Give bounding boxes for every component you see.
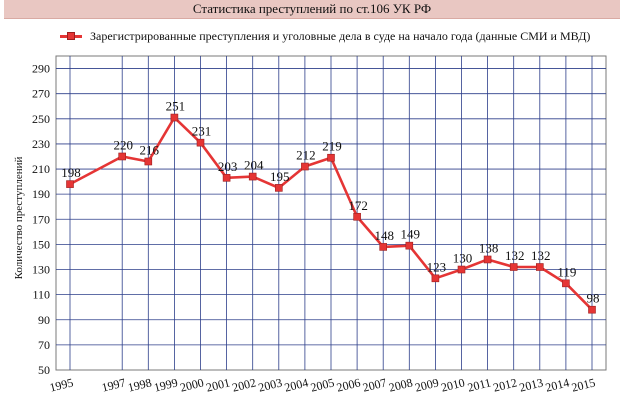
chart-legend: Зарегистрированные преступления и уголов…	[60, 28, 590, 44]
x-tick-label: 2007	[361, 375, 388, 394]
data-label: 212	[296, 148, 316, 163]
data-label: 195	[270, 169, 290, 184]
y-tick-label: 70	[38, 338, 50, 352]
data-label: 138	[479, 240, 499, 255]
data-point	[562, 279, 570, 288]
data-point	[118, 152, 126, 161]
y-tick-label: 290	[32, 62, 50, 76]
data-point	[66, 180, 74, 188]
x-tick-label: 1997	[100, 375, 127, 394]
data-point	[144, 157, 153, 166]
x-tick-label: 2013	[518, 375, 545, 394]
legend-series-marker	[60, 31, 82, 41]
data-point	[248, 172, 257, 181]
data-label: 98	[587, 291, 600, 306]
data-point	[588, 305, 596, 314]
data-point	[301, 162, 309, 171]
x-tick-label: 2006	[335, 375, 362, 394]
data-label: 148	[374, 228, 394, 243]
x-tick-label: 2008	[387, 375, 414, 394]
x-tick-label: 2000	[179, 375, 206, 394]
x-tick-label: 1995	[48, 375, 75, 394]
data-point	[483, 255, 492, 264]
data-point	[222, 174, 231, 182]
data-point	[405, 241, 414, 250]
data-point	[457, 265, 466, 274]
y-tick-label: 130	[32, 263, 50, 277]
x-tick-label: 2015	[570, 375, 597, 394]
data-point	[431, 274, 440, 283]
data-label: 231	[192, 124, 212, 139]
x-tick-label: 2002	[231, 375, 258, 394]
data-label: 219	[322, 139, 342, 154]
data-label: 130	[453, 251, 473, 266]
data-label: 123	[427, 259, 447, 274]
series-line	[69, 116, 593, 311]
y-tick-label: 270	[32, 87, 50, 101]
y-tick-label: 170	[32, 212, 50, 226]
data-label: 132	[531, 248, 551, 263]
x-tick-label: 2001	[205, 375, 232, 394]
x-tick-label: 2009	[413, 375, 440, 394]
x-tick-label: 2014	[544, 375, 571, 394]
data-point	[327, 153, 335, 162]
data-label: 149	[401, 227, 421, 242]
data-label: 132	[505, 248, 525, 263]
chart-title: Статистика преступлений по ст.106 УК РФ	[192, 1, 432, 16]
y-tick-label: 150	[32, 237, 50, 251]
y-tick-label: 250	[32, 112, 50, 126]
data-label: 198	[61, 165, 81, 180]
y-tick-label: 210	[32, 162, 50, 176]
data-label: 204	[244, 158, 264, 173]
y-tick-label: 230	[32, 137, 50, 151]
x-tick-label: 2011	[466, 375, 492, 394]
data-point	[535, 263, 544, 271]
data-point	[353, 212, 361, 221]
x-tick-label: 2012	[492, 375, 519, 394]
x-tick-label: 2004	[283, 375, 310, 394]
data-label: 220	[113, 137, 133, 152]
data-label: 119	[557, 264, 576, 279]
y-tick-label: 90	[38, 313, 50, 327]
chart-title-bar: Статистика преступлений по ст.106 УК РФ	[4, 0, 620, 19]
data-label: 172	[348, 198, 368, 213]
x-tick-label: 2005	[309, 375, 336, 394]
x-tick-label: 1999	[152, 375, 179, 394]
data-label: 216	[140, 143, 160, 158]
data-point	[274, 184, 283, 192]
data-point	[170, 113, 179, 122]
data-point	[379, 243, 388, 251]
y-tick-label: 190	[32, 187, 50, 201]
legend-series-label: Зарегистрированные преступления и уголов…	[90, 28, 591, 43]
data-label: 251	[166, 99, 186, 114]
x-tick-label: 1998	[126, 375, 153, 394]
data-point	[509, 263, 518, 271]
data-point	[196, 138, 205, 147]
y-tick-label: 110	[32, 288, 50, 302]
x-tick-label: 2003	[257, 375, 284, 394]
x-tick-label: 2010	[440, 375, 467, 394]
data-label: 203	[218, 159, 238, 174]
y-tick-label: 50	[38, 363, 50, 377]
